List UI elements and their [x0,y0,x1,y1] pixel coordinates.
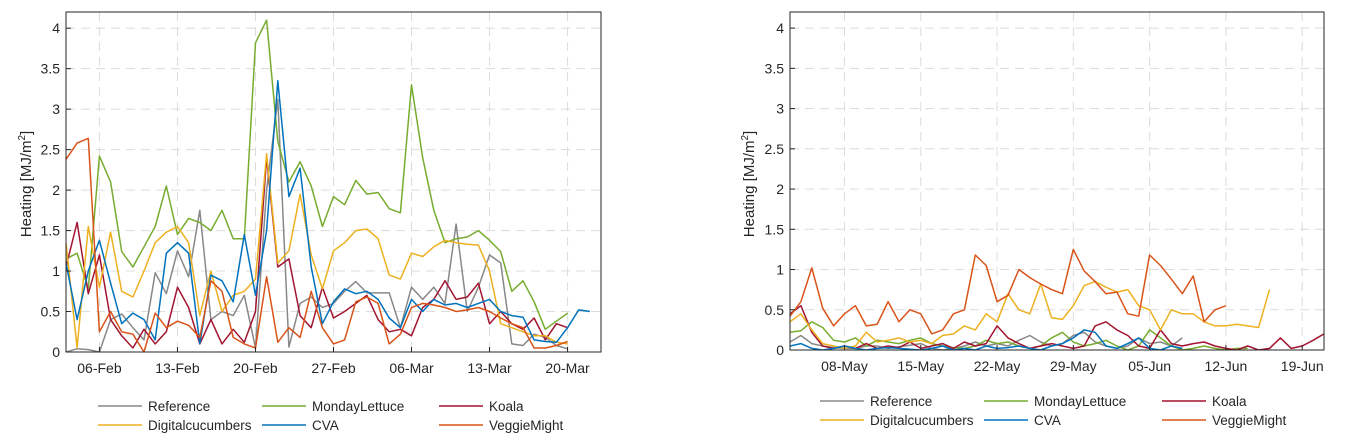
series-line-veggie-might [790,248,1227,335]
legend-label-cva: CVA [312,418,339,433]
x-tick-label: 22-May [974,358,1021,374]
series-line-cva [66,80,591,345]
series-line-monday-lettuce [66,19,569,331]
legend-label-digitalcucumbers: Digitalcucumbers [148,418,252,433]
y-tick-label: 3 [776,101,784,117]
legend: Reference MondayLettuce Koala Digitalcucumb… [98,399,564,433]
y-axis-label: Heating [MJ/m2] [17,131,35,237]
x-tick-label: 06-Mar [389,360,434,376]
x-tick-label: 13-Mar [467,360,512,376]
y-tick-label: 2.5 [41,142,61,158]
legend-label-veggie-might: VeggieMight [1212,413,1287,428]
series-line-cva [790,329,1183,350]
plot-frame [789,11,1325,351]
series-line-reference [66,98,568,352]
y-tick-label: 3.5 [41,61,61,77]
y-tick-label: 0 [776,342,784,358]
y-tick-label: 0 [52,344,60,360]
y-tick-label: 2 [52,182,60,198]
y-tick-label: 4 [52,20,60,36]
x-tick-label: 27-Feb [311,360,356,376]
legend-label-reference: Reference [870,394,932,409]
x-tick-label: 12-Jun [1205,358,1248,374]
x-tick-label: 13-Feb [155,360,200,376]
x-tick-label: 19-Jun [1281,358,1324,374]
y-tick-label: 0.5 [41,304,61,320]
legend-label-monday-lettuce: MondayLettuce [1034,394,1126,409]
chart-left: Heating [MJ/m2] 0 0.5 1 1.5 2 2.5 3 3.5 4 06-Feb 1… [17,11,602,433]
y-tick-label: 1 [776,262,784,278]
y-tick-label: 2.5 [765,141,785,157]
legend-label-cva: CVA [1034,413,1061,428]
legend-label-reference: Reference [148,399,210,414]
y-tick-label: 3.5 [765,60,785,76]
x-tick-label: 20-Feb [233,360,278,376]
legend-label-digitalcucumbers: Digitalcucumbers [870,413,974,428]
legend-label-koala: Koala [489,399,524,414]
chart-right: Heating [MJ/m2] 0 0.5 1 1.5 2 2.5 3 3.5 4 08-May 1… [740,11,1325,428]
x-tick-label: 05-Jun [1128,358,1171,374]
y-tick-label: 1 [52,263,60,279]
legend: Reference MondayLettuce Koala Digitalcucumb… [820,394,1287,428]
y-tick-label: 2 [776,181,784,197]
y-tick-label: 3 [52,101,60,117]
y-tick-label: 0.5 [765,302,785,318]
series-line-veggie-might [66,137,568,352]
series-line-digitalcucumbers [790,280,1271,350]
x-tick-label: 08-May [821,358,868,374]
y-tick-label: 1.5 [41,223,61,239]
y-axis-label: Heating [MJ/m2] [740,131,758,237]
y-tick-label: 4 [776,20,784,36]
legend-label-koala: Koala [1212,394,1247,409]
series-line-digitalcucumbers [66,152,568,349]
legend-label-monday-lettuce: MondayLettuce [312,399,404,414]
x-tick-label: 15-May [897,358,944,374]
y-tick-label: 1.5 [765,221,785,237]
x-tick-label: 20-Mar [545,360,590,376]
x-tick-label: 29-May [1050,358,1097,374]
x-tick-label: 06-Feb [77,360,122,376]
legend-label-veggie-might: VeggieMight [489,418,564,433]
